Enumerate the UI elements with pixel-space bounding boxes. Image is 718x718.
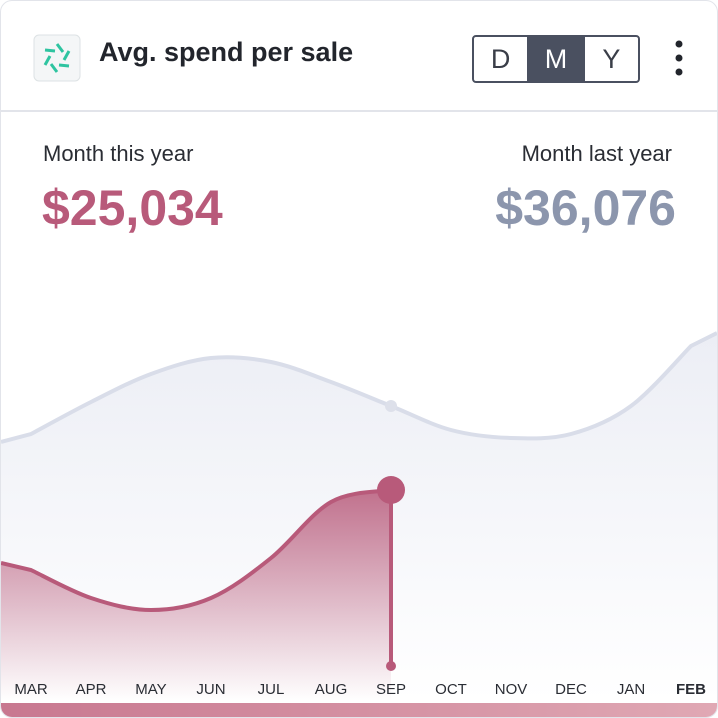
series-line <box>1 488 392 613</box>
x-tick-label: APR <box>76 681 107 698</box>
x-tick-label: MAY <box>135 681 166 698</box>
card-title: Avg. spend per sale <box>99 37 354 67</box>
compare-point <box>385 400 397 412</box>
stat-label: Month last year <box>521 141 672 166</box>
area-fill <box>1 490 391 701</box>
cursor-foot <box>386 661 396 671</box>
series-line <box>1 331 717 444</box>
period-button[interactable]: Y <box>582 37 638 81</box>
menu-dot[interactable] <box>675 68 683 76</box>
x-tick-label: FEB <box>676 681 706 698</box>
x-tick-label: JUL <box>258 681 285 698</box>
period-button[interactable]: D <box>490 43 511 74</box>
highlight-point <box>377 476 405 504</box>
menu-dot[interactable] <box>675 54 683 62</box>
bottom-bar <box>1 703 717 717</box>
x-tick-label: NOV <box>495 681 528 698</box>
x-tick-label: OCT <box>435 681 467 698</box>
stat-value: $25,034 <box>42 180 223 236</box>
logo-icon <box>43 43 71 73</box>
x-tick-label: MAR <box>14 681 48 698</box>
x-tick-label: JAN <box>617 681 645 698</box>
period-button[interactable]: M <box>527 37 583 81</box>
stat-label: Month this year <box>43 141 194 166</box>
logo <box>33 34 81 82</box>
x-tick-label: AUG <box>315 681 348 698</box>
x-tick-label: DEC <box>555 681 587 698</box>
stat-value: $36,076 <box>495 180 676 236</box>
period-switch: D M Y <box>472 35 640 83</box>
x-tick-label: JUN <box>196 681 225 698</box>
x-tick-label: SEP <box>376 681 406 698</box>
menu-dot[interactable] <box>675 40 683 48</box>
